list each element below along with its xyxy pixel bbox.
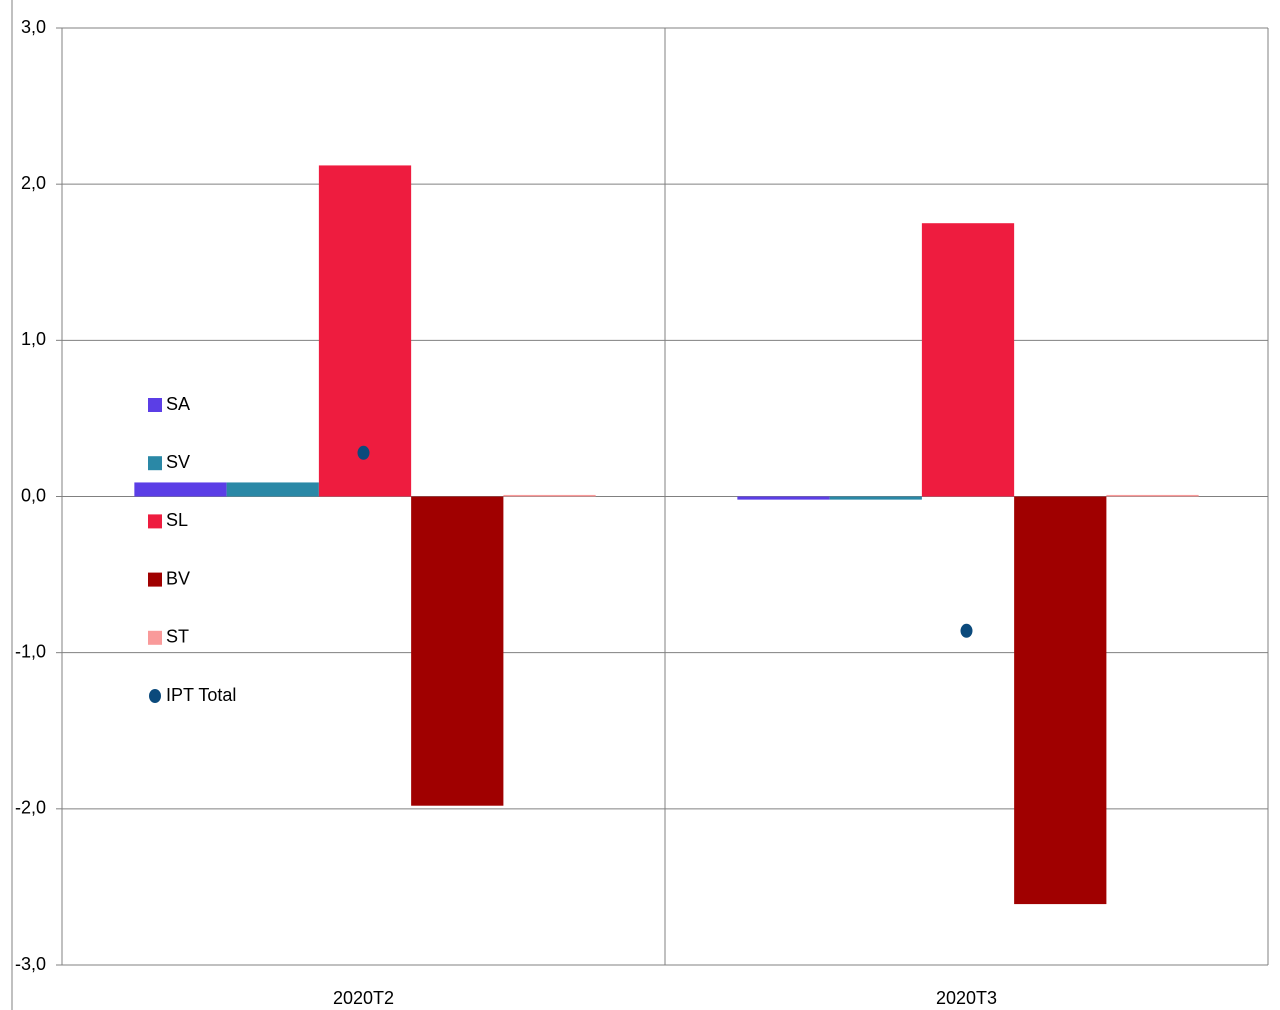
y-tick-label: 3,0 bbox=[21, 17, 46, 37]
legend-swatch bbox=[148, 456, 162, 471]
y-tick-label: 0,0 bbox=[21, 485, 46, 505]
bar bbox=[921, 223, 1015, 497]
legend-label: ST bbox=[166, 627, 189, 647]
bar bbox=[134, 482, 227, 497]
bar bbox=[1106, 494, 1199, 497]
x-tick-label: 2020T2 bbox=[333, 988, 394, 1008]
legend-swatch bbox=[148, 572, 162, 587]
y-tick-label: -3,0 bbox=[15, 954, 46, 974]
y-tick-label: -2,0 bbox=[15, 798, 46, 818]
bar bbox=[318, 165, 412, 497]
legend-marker bbox=[149, 689, 161, 703]
bar bbox=[411, 496, 504, 806]
point-marker bbox=[357, 445, 370, 460]
legend-swatch bbox=[148, 630, 162, 645]
legend-label: SV bbox=[166, 452, 190, 472]
legend-label: BV bbox=[166, 568, 190, 588]
bar bbox=[829, 496, 922, 500]
point-marker bbox=[960, 623, 973, 638]
x-tick-label: 2020T3 bbox=[936, 988, 997, 1008]
y-tick-label: 1,0 bbox=[21, 329, 46, 349]
y-tick-label: -1,0 bbox=[15, 641, 46, 661]
y-tick-label: 2,0 bbox=[21, 173, 46, 193]
legend-swatch bbox=[148, 398, 162, 412]
legend-label: SL bbox=[166, 510, 188, 530]
legend-swatch bbox=[148, 514, 162, 529]
bar bbox=[1014, 496, 1107, 905]
legend-label: SA bbox=[166, 394, 190, 414]
bar bbox=[226, 482, 319, 497]
bar bbox=[737, 496, 830, 500]
bar bbox=[503, 494, 596, 497]
legend-label: IPT Total bbox=[166, 685, 236, 705]
